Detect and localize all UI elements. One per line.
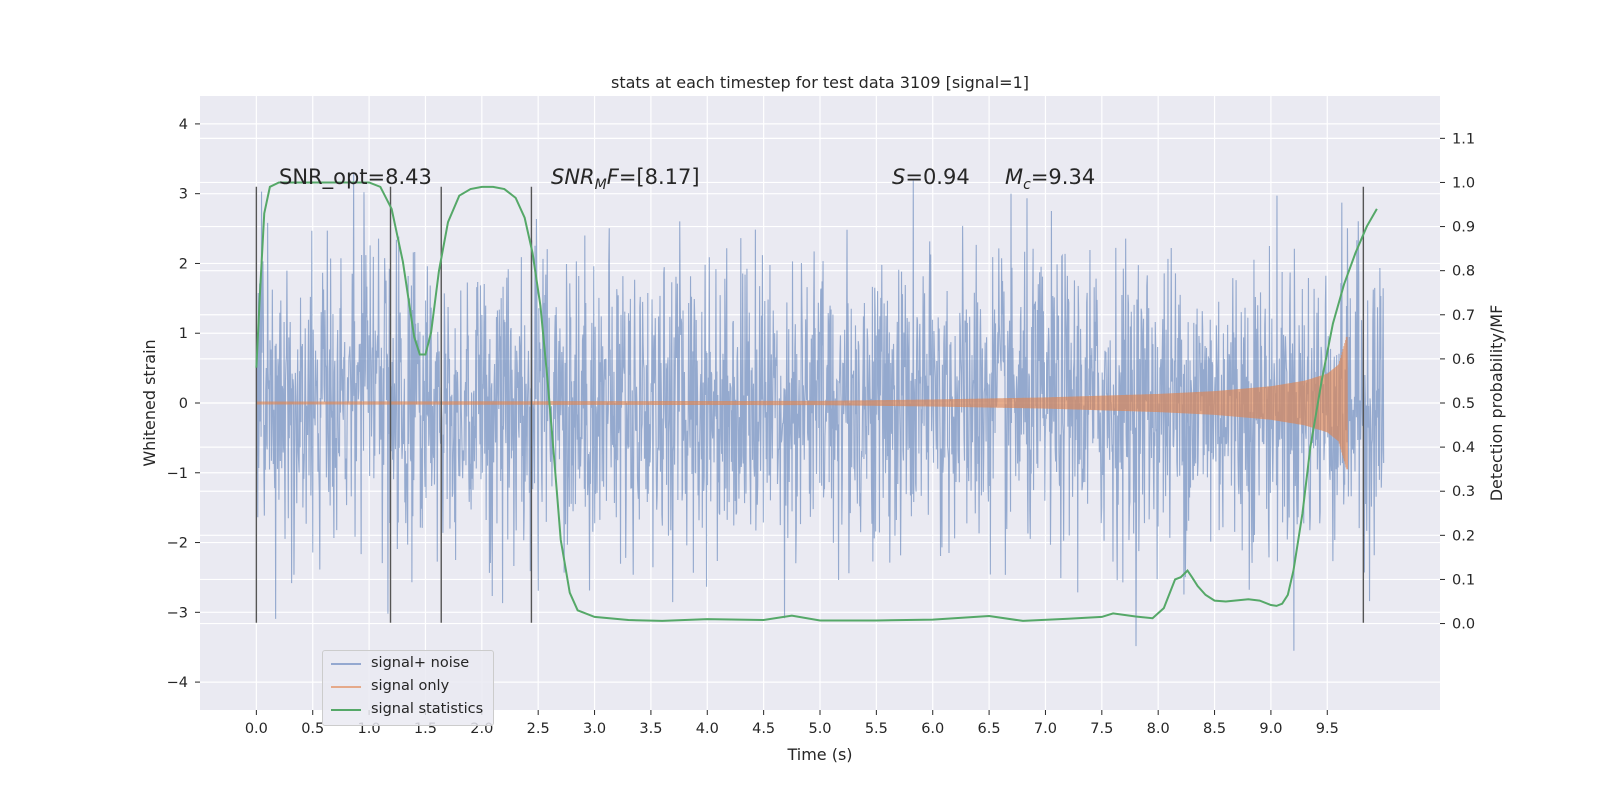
series-signal-noise <box>255 172 1385 651</box>
legend-item-signal-statistics: signal statistics <box>323 699 493 721</box>
y-left-tick-label: 4 <box>179 117 188 133</box>
legend-label-signal-statistics: signal statistics <box>371 701 484 717</box>
x-tick-label: 9.5 <box>1316 721 1339 737</box>
y-right-tick-label: 1.1 <box>1452 131 1475 147</box>
signal-statistics-line <box>255 181 1378 622</box>
y-left-tick-label: 2 <box>179 256 188 272</box>
y-axis-right-ticks: 0.0 0.1 0.2 0.3 0.4 0.5 0.6 0.7 0.8 0.9 1.0 1.1 <box>1440 131 1475 633</box>
x-tick-label: 9.0 <box>1259 721 1282 737</box>
y-left-tick-label: −4 <box>167 675 188 691</box>
y-axis-left-label: Whitened strain <box>140 339 159 466</box>
x-tick-label: 5.0 <box>808 721 831 737</box>
legend-item-signal-noise: signal+ noise <box>323 653 493 675</box>
y-right-tick-label: 0.6 <box>1452 352 1475 368</box>
y-right-tick-label: 0.4 <box>1452 440 1475 456</box>
annotation-snr-mf: SNRMF=[8.17] <box>551 165 700 193</box>
legend-swatch-signal-only <box>331 686 361 688</box>
x-tick-label: 5.5 <box>865 721 888 737</box>
y-right-tick-label: 0.8 <box>1452 264 1475 280</box>
y-axis-left-ticks: −4 −3 −2 −1 0 1 2 3 4 <box>167 117 200 691</box>
y-left-tick-label: −3 <box>167 605 188 621</box>
signal-only-line <box>255 336 1349 470</box>
y-right-tick-label: 0.3 <box>1452 484 1475 500</box>
x-tick-label: 0.0 <box>245 721 268 737</box>
y-left-tick-label: −2 <box>167 536 188 552</box>
legend-swatch-signal-noise <box>331 663 361 665</box>
y-left-tick-label: 3 <box>179 187 188 203</box>
y-left-tick-label: −1 <box>167 466 188 482</box>
y-left-tick-label: 1 <box>179 326 188 342</box>
chart-title: stats at each timestep for test data 310… <box>611 73 1029 92</box>
y-axis-right-label: Detection probability/MF <box>1487 305 1506 502</box>
x-tick-label: 7.0 <box>1034 721 1057 737</box>
x-tick-label: 3.5 <box>639 721 662 737</box>
y-left-tick-label: 0 <box>179 396 188 412</box>
x-tick-label: 4.0 <box>696 721 719 737</box>
series-signal-only <box>255 336 1349 470</box>
x-tick-label: 4.5 <box>752 721 775 737</box>
x-axis-ticks: 0.0 0.5 1.0 1.5 2.0 2.5 3.0 3.5 4.0 4.5 5.0 5.5 6.0 6… <box>245 710 1339 737</box>
series-signal-statistics <box>255 181 1378 622</box>
y-right-tick-label: 0.0 <box>1452 617 1475 633</box>
x-tick-label: 8.0 <box>1147 721 1170 737</box>
annotation-mc: Mc=9.34 <box>1005 165 1095 193</box>
signal-noise-line <box>255 172 1385 651</box>
x-tick-label: 8.5 <box>1203 721 1226 737</box>
x-tick-label: 2.5 <box>527 721 550 737</box>
x-axis-label: Time (s) <box>786 745 852 764</box>
x-tick-label: 3.0 <box>583 721 606 737</box>
x-tick-label: 7.5 <box>1090 721 1113 737</box>
annotation-s: S=0.94 <box>892 165 970 189</box>
y-right-tick-label: 0.2 <box>1452 528 1475 544</box>
legend-swatch-signal-statistics <box>331 709 361 711</box>
x-tick-label: 0.5 <box>301 721 324 737</box>
y-right-tick-label: 0.5 <box>1452 396 1475 412</box>
x-tick-label: 6.5 <box>978 721 1001 737</box>
y-right-tick-label: 0.9 <box>1452 220 1475 236</box>
annotation-snr-opt: SNR_opt=8.43 <box>279 165 432 190</box>
legend-label-signal-noise: signal+ noise <box>371 655 470 671</box>
y-right-tick-label: 1.0 <box>1452 175 1475 191</box>
legend-label-signal-only: signal only <box>371 678 450 694</box>
y-right-tick-label: 0.1 <box>1452 572 1475 588</box>
legend: signal+ noise signal only signal statist… <box>322 650 494 726</box>
legend-item-signal-only: signal only <box>323 676 493 698</box>
y-right-tick-label: 0.7 <box>1452 308 1475 324</box>
x-tick-label: 6.0 <box>921 721 944 737</box>
